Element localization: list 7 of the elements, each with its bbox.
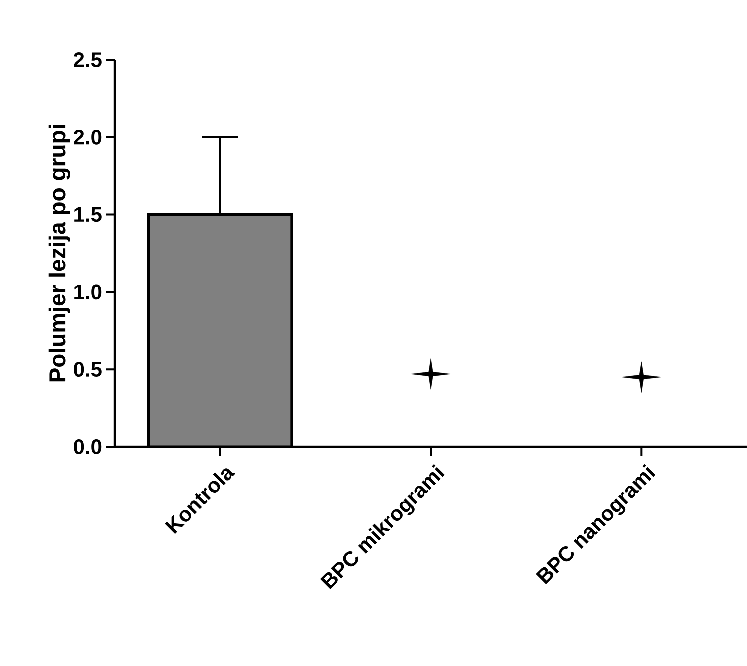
y-tick-label: 2.0 bbox=[74, 130, 102, 145]
y-tick-label: 1.0 bbox=[74, 284, 102, 300]
y-tick-label: 0.0 bbox=[74, 440, 102, 454]
y-tick-label: 0.5 bbox=[74, 362, 102, 378]
y-tick-label: 1.5 bbox=[74, 207, 102, 222]
y-axis-title: Polumjer lezija po grupi bbox=[48, 125, 70, 382]
y-tick-label: 2.5 bbox=[74, 52, 102, 68]
